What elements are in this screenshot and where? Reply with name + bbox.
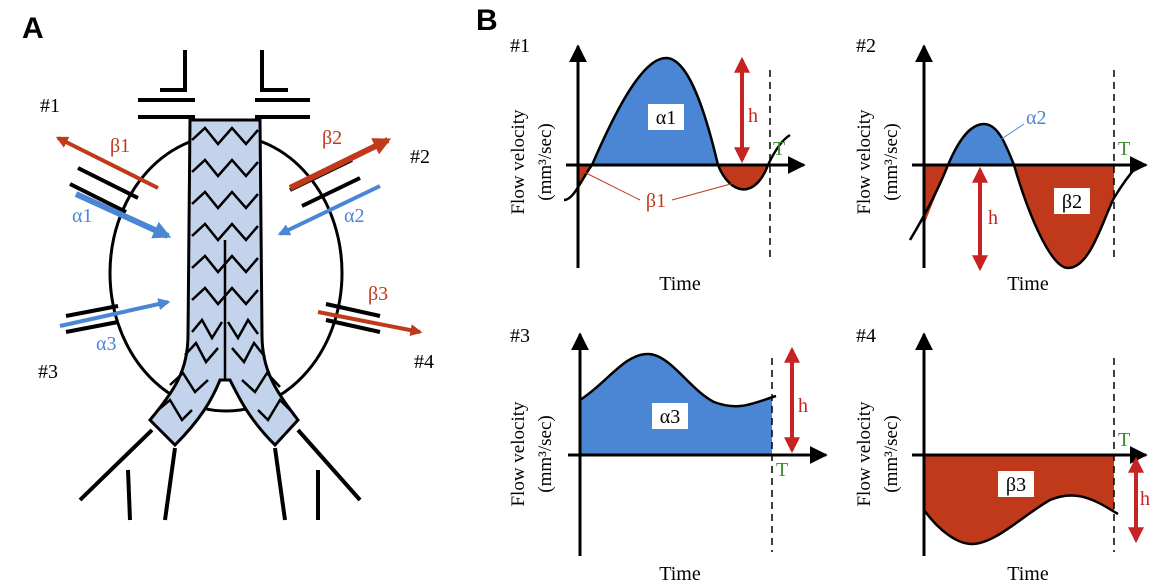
plot-4-xlabel: Time	[1007, 563, 1049, 585]
panel-b-label: B	[476, 4, 498, 37]
plot-1-title: #1	[510, 35, 530, 57]
plot-4-ylabel-2: (mm³/sec)	[881, 415, 902, 492]
plot-3-xlabel: Time	[659, 563, 701, 585]
plot-4: #4 h T β3 Time Flow velocity (mm³/sec)	[854, 325, 1150, 585]
plot-2-beta-label: β2	[1062, 191, 1082, 213]
iliac-vessels	[78, 428, 362, 521]
plot-4-curve	[922, 494, 1119, 546]
plot-1-period-label: T	[773, 138, 785, 160]
plot-2: #2 h T α2 β2 Time Flow velocity (mm³/sec…	[854, 35, 1148, 295]
plot-2-xlabel: Time	[1007, 273, 1049, 295]
port-1-label: #1	[40, 95, 60, 117]
plot-1-beta-leader-right	[671, 181, 739, 201]
panel-a: A	[22, 12, 434, 521]
beta1-label: β1	[110, 135, 130, 157]
plot-1: #1 h T α1 β1 Time Flow velocity (mm³/sec…	[508, 35, 806, 295]
beta1-outflow-arrow	[55, 136, 159, 190]
plot-3-ylabel-2: (mm³/sec)	[535, 415, 556, 492]
plot-2-period-label: T	[1118, 138, 1130, 160]
port-3-label: #3	[38, 361, 58, 383]
panel-b: B #1 h T α1 β1 Time Flow velocity (mm³/s…	[476, 4, 1150, 585]
plot-3-ylabel-1: Flow velocity	[508, 401, 529, 507]
plot-3-alpha-label: α3	[660, 406, 680, 428]
plot-2-ylabel-2: (mm³/sec)	[881, 123, 902, 200]
plot-1-beta-label: β1	[646, 190, 666, 212]
plot-2-negative-area-right	[1014, 165, 1114, 268]
plot-3-curve	[579, 352, 777, 408]
plot-2-alpha-leader	[999, 123, 1025, 141]
plot-2-height-label: h	[988, 207, 998, 229]
plot-4-beta-label: β3	[1006, 474, 1026, 496]
alpha1-inflow-arrow	[74, 191, 172, 239]
plot-1-alpha-box	[648, 104, 684, 130]
port-2-label: #2	[410, 146, 430, 168]
alpha2-inflow-arrow	[277, 184, 381, 236]
plot-4-ylabel-1: Flow velocity	[854, 401, 875, 507]
alpha1-label: α1	[72, 205, 92, 227]
plot-2-beta-box	[1054, 188, 1090, 214]
plot-2-ylabel-1: Flow velocity	[854, 109, 875, 215]
stent-struts	[157, 126, 293, 423]
plot-1-height-label: h	[748, 105, 758, 127]
beta3-label: β3	[368, 283, 388, 305]
plot-1-beta-leader-left	[583, 171, 641, 201]
plot-4-negative-area	[924, 455, 1114, 544]
plot-4-period-label: T	[1118, 429, 1130, 451]
plot-2-positive-area	[948, 124, 1014, 165]
beta3-outflow-arrow	[317, 310, 423, 337]
beta2-outflow-arrow	[288, 137, 392, 191]
plot-3-alpha-box	[652, 403, 688, 429]
plot-2-alpha-label: α2	[1026, 107, 1046, 129]
alpha3-inflow-arrow	[59, 298, 171, 328]
plot-1-ylabel-1: Flow velocity	[508, 109, 529, 215]
plot-1-ylabel-2: (mm³/sec)	[535, 123, 556, 200]
plot-3: #3 h T α3 Time Flow velocity (mm³/sec)	[508, 325, 828, 585]
port-4-label: #4	[414, 351, 434, 373]
plot-2-title: #2	[856, 35, 876, 57]
plot-3-height-label: h	[798, 395, 808, 417]
plot-4-height-label: h	[1140, 488, 1150, 510]
plot-3-title: #3	[510, 325, 530, 347]
plot-3-period-label: T	[776, 459, 788, 481]
flow-arrows	[55, 136, 423, 337]
plot-1-xlabel: Time	[659, 273, 701, 295]
plot-4-title: #4	[856, 325, 876, 347]
plot-1-alpha-label: α1	[656, 107, 676, 129]
alpha3-label: α3	[96, 333, 116, 355]
panel-a-label: A	[22, 12, 44, 45]
alpha2-label: α2	[344, 205, 364, 227]
plot-4-beta-box	[998, 471, 1034, 497]
beta2-label: β2	[322, 127, 342, 149]
